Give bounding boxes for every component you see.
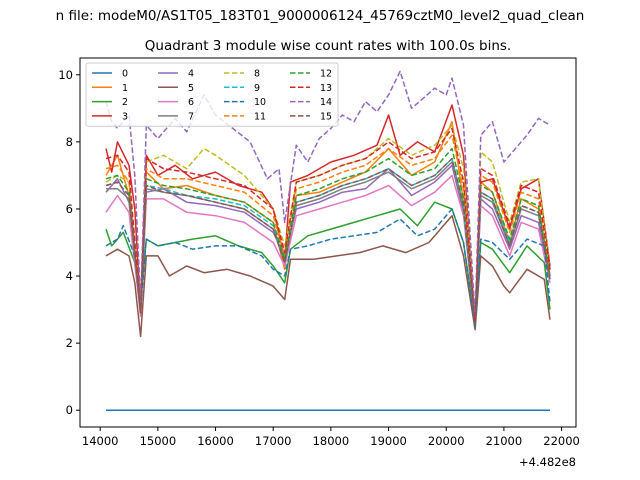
plot-frame bbox=[79, 57, 577, 428]
x-tick-label: 19000 bbox=[370, 434, 407, 448]
legend-label-5: 5 bbox=[188, 83, 194, 94]
figure-suptitle: n file: modeM0/AS1T05_183T01_9000006124_… bbox=[56, 8, 585, 24]
y-tick-label: 8 bbox=[66, 135, 73, 149]
legend-label-12: 12 bbox=[320, 69, 332, 80]
series-line-11 bbox=[105, 134, 551, 324]
series-line-7 bbox=[106, 161, 551, 324]
legend-label-1: 1 bbox=[122, 83, 128, 94]
x-tick-label: 18000 bbox=[313, 434, 350, 448]
y-tick-label: 0 bbox=[66, 403, 73, 417]
x-tick-label: 20000 bbox=[428, 434, 465, 448]
legend-label-3: 3 bbox=[122, 111, 128, 122]
y-axis: 0 2 4 6 8 10 bbox=[58, 68, 80, 417]
x-offset-label: +4.482e8 bbox=[519, 455, 576, 469]
series-line-9 bbox=[105, 157, 551, 324]
legend-label-8: 8 bbox=[254, 69, 260, 80]
series-line-1 bbox=[105, 120, 551, 328]
legend-label-0: 0 bbox=[122, 69, 128, 80]
legend-label-9: 9 bbox=[254, 83, 260, 94]
y-tick-label: 2 bbox=[66, 336, 73, 350]
y-tick-label: 4 bbox=[66, 269, 73, 283]
x-tick-label: 21000 bbox=[486, 434, 523, 448]
legend-label-10: 10 bbox=[254, 97, 266, 108]
series-line-15 bbox=[105, 157, 551, 324]
legend-label-13: 13 bbox=[320, 83, 332, 94]
y-tick-label: 10 bbox=[58, 68, 73, 82]
series-line-8 bbox=[105, 124, 551, 324]
series-line-5 bbox=[105, 214, 551, 338]
legend-label-11: 11 bbox=[254, 111, 266, 122]
x-tick-label: 16000 bbox=[197, 434, 234, 448]
series-line-4 bbox=[105, 164, 551, 324]
series-line-10 bbox=[105, 208, 551, 328]
series-line-6 bbox=[105, 174, 551, 324]
legend-label-15: 15 bbox=[320, 111, 332, 122]
series-line-3 bbox=[105, 104, 551, 324]
legend-label-6: 6 bbox=[188, 97, 194, 108]
legend-label-14: 14 bbox=[320, 97, 332, 108]
series-line-13 bbox=[105, 127, 551, 324]
y-tick-label: 6 bbox=[66, 202, 73, 216]
chart-title: Quadrant 3 module wise count rates with … bbox=[145, 38, 511, 54]
legend-label-7: 7 bbox=[188, 111, 194, 122]
legend-box bbox=[85, 62, 339, 127]
series-line-14 bbox=[105, 70, 551, 318]
series-line-12 bbox=[105, 147, 551, 324]
x-axis: 14000 15000 16000 17000 18000 19000 20000 21000… bbox=[82, 427, 580, 448]
legend-label-4: 4 bbox=[188, 69, 194, 80]
legend-label-2: 2 bbox=[122, 97, 128, 108]
x-tick-label: 15000 bbox=[140, 434, 177, 448]
x-tick-label: 22000 bbox=[543, 434, 580, 448]
series-line-2 bbox=[105, 201, 551, 324]
x-tick-label: 14000 bbox=[82, 434, 119, 448]
plot-lines bbox=[105, 70, 551, 411]
x-tick-label: 17000 bbox=[255, 434, 292, 448]
